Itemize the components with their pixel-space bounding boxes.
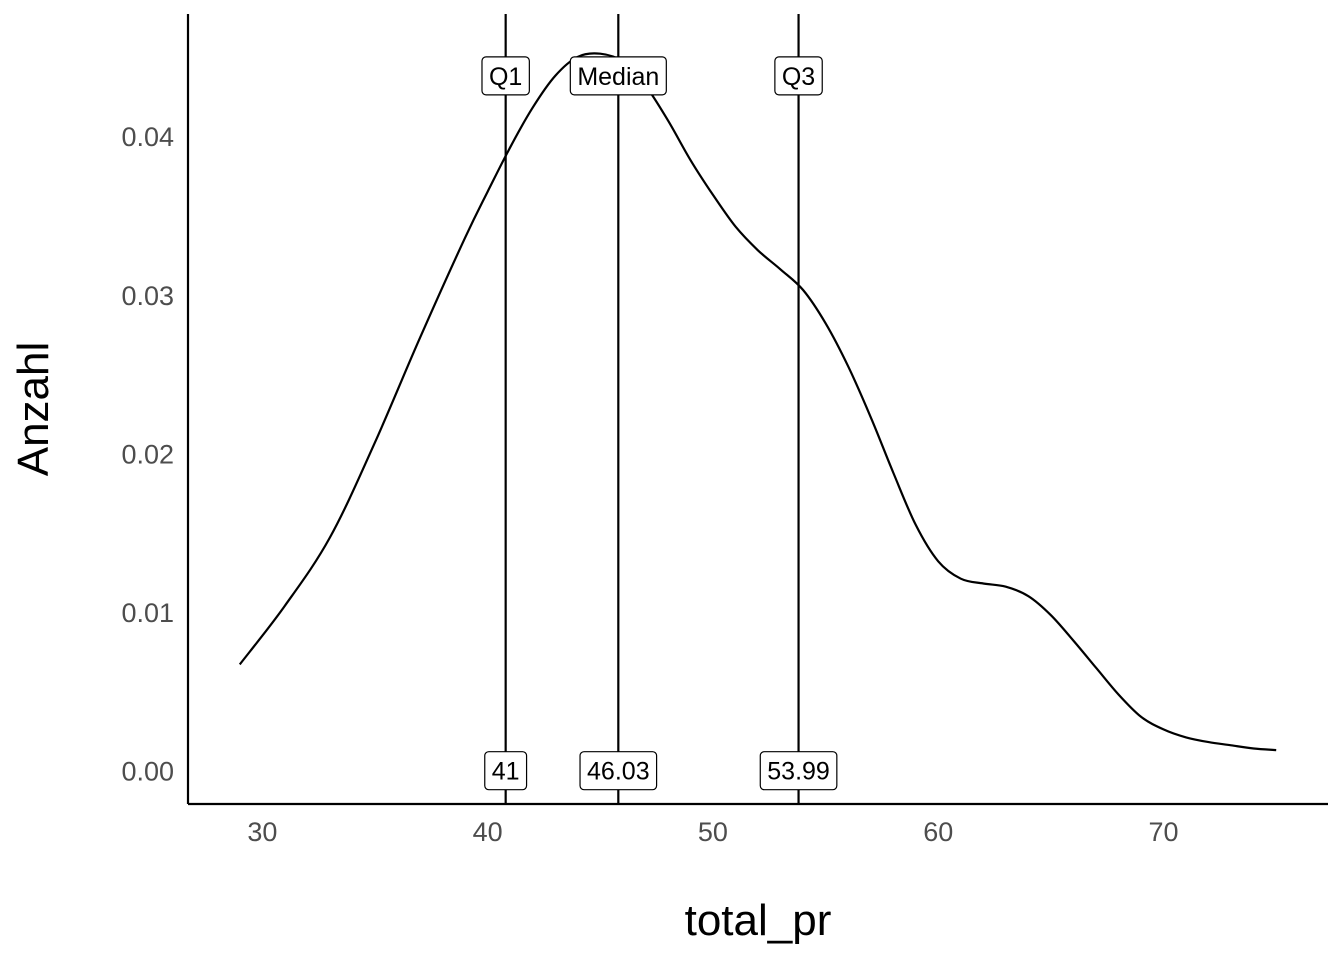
label-q1-top-box [481,56,530,96]
x-tick-label: 50 [698,817,728,847]
label-median-top-box [569,56,667,96]
label-q3-value-box [759,751,838,791]
y-axis-title: Anzahl [9,342,58,477]
y-axis-ticks: 0.00 0.01 0.02 0.03 0.04 [121,122,174,787]
label-median-value-box [579,751,658,791]
y-tick-label: 0.02 [121,439,174,469]
label-q1-value-text: 41 [492,758,520,786]
label-q1-top-text: Q1 [489,63,522,91]
label-median-value: 46.03 [579,751,658,791]
quartile-lines [504,14,800,804]
y-tick-label: 0.00 [121,757,174,787]
label-q3-top-text: Q3 [782,63,815,91]
y-tick-label: 0.04 [121,122,174,152]
density-curve [238,52,1277,752]
label-q3-value: 53.99 [759,751,838,791]
quartile-labels: Q1 41 Median 46.03 Q3 53.99 [481,56,838,791]
label-q1-value-box [484,751,528,791]
label-q3-top: Q3 [774,56,823,96]
x-tick-label: 40 [473,817,503,847]
x-axis-title: total_pr [685,896,832,945]
label-median-value-text: 46.03 [587,758,650,786]
x-tick-label: 30 [247,817,277,847]
label-q1-value: 41 [484,751,528,791]
x-tick-label: 70 [1149,817,1179,847]
y-tick-label: 0.01 [121,598,174,628]
x-axis-ticks: 30 40 50 60 70 [247,817,1178,847]
y-tick-label: 0.03 [121,281,174,311]
label-q3-value-text: 53.99 [767,758,830,786]
label-q3-top-box [774,56,823,96]
label-median-top-text: Median [577,63,659,91]
x-tick-label: 60 [923,817,953,847]
label-median-top: Median [569,56,667,96]
label-q1-top: Q1 [481,56,530,96]
